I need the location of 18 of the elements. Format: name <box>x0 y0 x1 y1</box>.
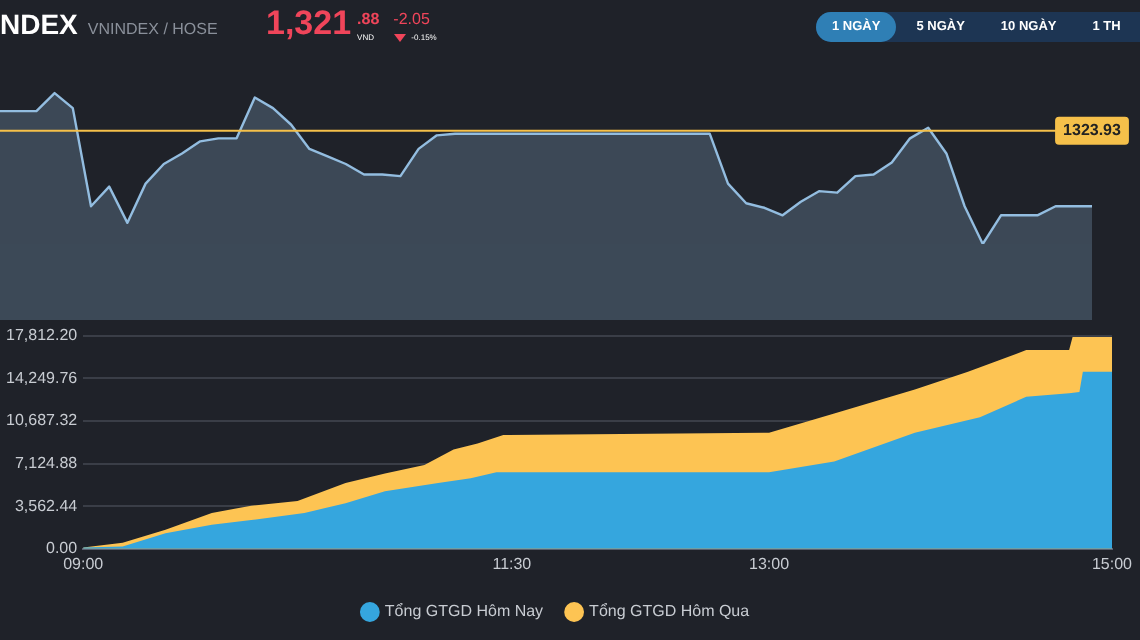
text: -2.05 <box>393 10 432 28</box>
text: 1,321 <box>266 4 352 44</box>
annotation: 1323.93 <box>1063 121 1123 140</box>
y-tick-label: 3,562.44 <box>14 496 79 515</box>
y-tick-label: 0.00 <box>46 539 79 558</box>
y-tick-label: 10,687.32 <box>5 411 79 430</box>
legend-label: Tổng GTGD Hôm Nay <box>384 602 544 621</box>
x-tick-label: 13:00 <box>749 554 791 573</box>
y-tick-label: 14,249.76 <box>5 368 79 387</box>
y-tick-label: 17,812.20 <box>5 326 79 345</box>
x-tick-label: 11:30 <box>492 554 533 573</box>
x-tick-label: 09:00 <box>63 554 105 573</box>
chart-title: NDEX <box>0 8 78 40</box>
x-tick-label: 15:00 <box>1091 554 1134 573</box>
chart-subtitle: VNINDEX / HOSE <box>87 20 218 38</box>
text: .88 <box>357 10 380 28</box>
y-tick-label: 7,124.88 <box>14 453 79 472</box>
legend-label: Tổng GTGD Hôm Qua <box>589 602 751 621</box>
